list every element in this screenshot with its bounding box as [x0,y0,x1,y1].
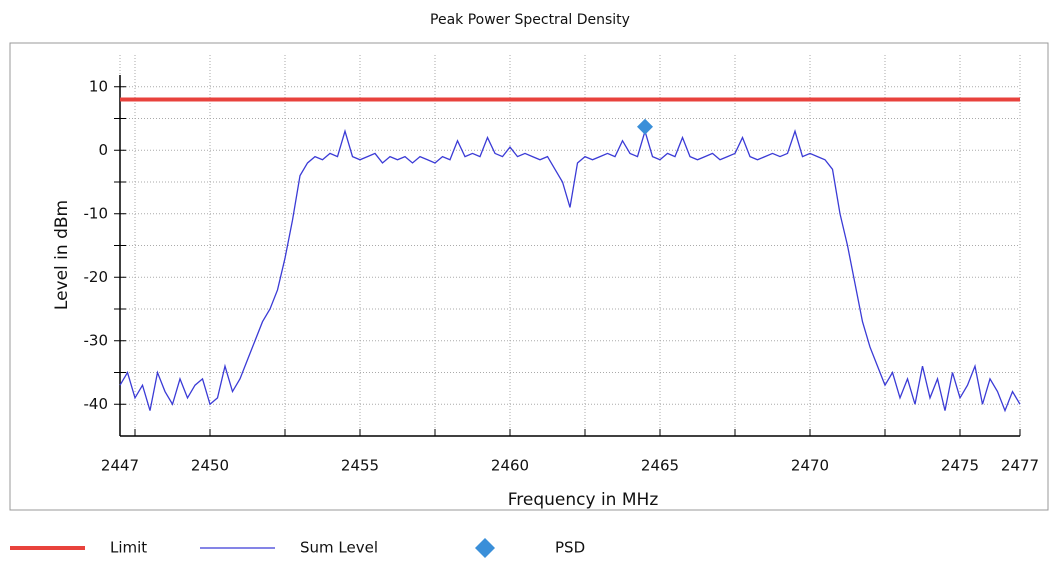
y-tick-label: -20 [84,268,109,286]
y-tick-label: 0 [98,141,108,159]
x-tick-label: 2465 [641,457,679,475]
y-tick-label: -10 [84,204,109,222]
x-axis-label: Frequency in MHz [508,490,659,510]
legend-swatch [475,538,495,558]
psd-marker [637,118,653,135]
frame [9,42,1049,511]
x-tick-label: 2470 [791,457,829,475]
x-tick-label: 2460 [491,457,529,475]
series-line [119,128,1021,413]
x-tick-label: 2477 [1001,457,1039,475]
y-tick-label: -30 [84,331,109,349]
y-tick-label: 10 [89,77,108,95]
legend-label: PSD [555,539,585,557]
y-tick-label: -40 [84,395,109,413]
x-tick-label: 2447 [101,457,139,475]
legend-label: Sum Level [300,539,378,557]
legend-label: Limit [110,539,147,557]
x-tick-label: 2475 [941,457,979,475]
y-axis-label: Level in dBm [52,200,72,310]
x-tick-label: 2455 [341,457,379,475]
x-tick-label: 2450 [191,457,229,475]
chart-title: Peak Power Spectral Density [430,12,630,28]
